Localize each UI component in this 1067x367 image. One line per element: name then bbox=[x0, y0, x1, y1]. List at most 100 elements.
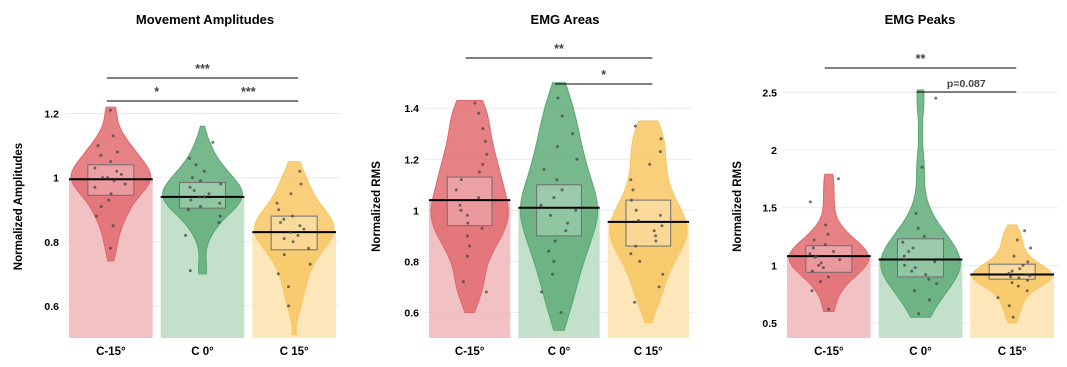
data-point bbox=[920, 165, 924, 169]
data-point bbox=[837, 177, 840, 181]
data-point bbox=[922, 235, 926, 238]
data-point bbox=[477, 170, 481, 174]
data-point bbox=[282, 217, 286, 221]
data-point bbox=[109, 160, 113, 164]
data-point bbox=[1015, 238, 1019, 242]
data-point bbox=[199, 179, 202, 183]
data-point bbox=[109, 192, 113, 196]
data-point bbox=[115, 150, 119, 154]
data-point bbox=[188, 185, 192, 189]
data-point bbox=[542, 168, 546, 171]
data-point bbox=[307, 246, 311, 250]
significance-label: *** bbox=[195, 62, 210, 76]
data-point bbox=[658, 150, 662, 154]
y-tick-label: 1.2 bbox=[44, 108, 59, 120]
data-point bbox=[217, 221, 221, 224]
chart-title: EMG Peaks bbox=[885, 12, 956, 27]
data-point bbox=[810, 289, 814, 293]
data-point bbox=[282, 253, 286, 257]
data-point bbox=[99, 153, 103, 157]
data-point bbox=[484, 290, 488, 294]
data-point bbox=[477, 111, 481, 115]
data-point bbox=[481, 127, 485, 131]
chart-title: EMG Areas bbox=[531, 12, 600, 27]
data-point bbox=[559, 311, 563, 314]
data-point bbox=[111, 134, 115, 138]
data-point bbox=[1011, 315, 1015, 319]
significance-label: * bbox=[601, 68, 606, 82]
data-point bbox=[465, 254, 469, 258]
data-point bbox=[466, 221, 470, 225]
significance-label: *** bbox=[241, 85, 256, 99]
data-point bbox=[296, 233, 300, 237]
data-point bbox=[633, 300, 637, 304]
data-point bbox=[94, 214, 98, 218]
data-point bbox=[638, 259, 642, 263]
data-point bbox=[1025, 289, 1029, 293]
data-point bbox=[184, 233, 188, 237]
chart-panel-1: EMG Areas 0.6 0.8 1 1.2 1.4 Normalized RMS C-15… bbox=[371, 12, 693, 358]
data-point bbox=[634, 244, 638, 248]
data-point bbox=[552, 196, 556, 200]
data-point bbox=[634, 208, 638, 212]
data-point bbox=[123, 182, 127, 186]
chart-panel-2: EMG Peaks 0.5 1 1.5 2 2.5 Normalized RMS C-15° C… bbox=[732, 12, 1058, 358]
data-point bbox=[927, 277, 931, 281]
data-point bbox=[192, 189, 196, 192]
data-point bbox=[1007, 304, 1011, 308]
data-point bbox=[93, 185, 97, 189]
data-point bbox=[194, 163, 198, 167]
x-tick-label: C 0° bbox=[548, 346, 571, 358]
data-point bbox=[1023, 229, 1027, 233]
data-point bbox=[903, 258, 907, 262]
data-point bbox=[560, 114, 564, 118]
data-point bbox=[826, 275, 830, 279]
data-point bbox=[108, 108, 112, 112]
data-point bbox=[115, 169, 119, 173]
y-tick-label: 0.8 bbox=[404, 256, 419, 268]
data-point bbox=[552, 259, 556, 263]
data-point bbox=[555, 145, 559, 148]
data-point bbox=[287, 304, 291, 308]
data-point bbox=[654, 239, 658, 243]
data-point bbox=[575, 157, 579, 161]
data-point bbox=[631, 188, 635, 192]
data-point bbox=[106, 176, 109, 180]
data-point bbox=[290, 214, 294, 218]
y-tick-label: 1 bbox=[771, 260, 777, 272]
y-tick-label: 2.5 bbox=[762, 87, 777, 99]
data-point bbox=[109, 246, 112, 250]
data-point bbox=[636, 219, 640, 222]
data-point bbox=[480, 226, 484, 230]
data-point bbox=[188, 156, 191, 160]
data-point bbox=[302, 227, 306, 231]
violin-shape bbox=[253, 161, 335, 336]
y-axis-label: Normalized Amplitudes bbox=[13, 143, 25, 270]
violin-shape bbox=[788, 173, 870, 313]
data-point bbox=[207, 192, 211, 196]
data-point bbox=[571, 132, 575, 136]
data-point bbox=[1026, 260, 1030, 264]
data-point bbox=[485, 152, 489, 156]
data-point bbox=[838, 258, 842, 262]
interval-box bbox=[625, 199, 672, 247]
data-point bbox=[198, 205, 202, 208]
data-point bbox=[465, 213, 469, 217]
data-point bbox=[1010, 269, 1014, 273]
data-point bbox=[107, 198, 111, 202]
data-point bbox=[821, 266, 825, 270]
data-point bbox=[910, 269, 914, 273]
data-point bbox=[299, 182, 303, 186]
data-point bbox=[202, 169, 206, 173]
data-point bbox=[648, 162, 652, 166]
data-point bbox=[629, 178, 633, 182]
violin-shape bbox=[430, 99, 509, 314]
data-point bbox=[629, 198, 633, 202]
data-point bbox=[211, 140, 215, 144]
data-point bbox=[934, 96, 938, 100]
data-point bbox=[189, 198, 193, 202]
data-point bbox=[916, 226, 920, 230]
data-point bbox=[483, 139, 487, 143]
data-point bbox=[996, 296, 1000, 300]
data-point bbox=[901, 240, 905, 244]
